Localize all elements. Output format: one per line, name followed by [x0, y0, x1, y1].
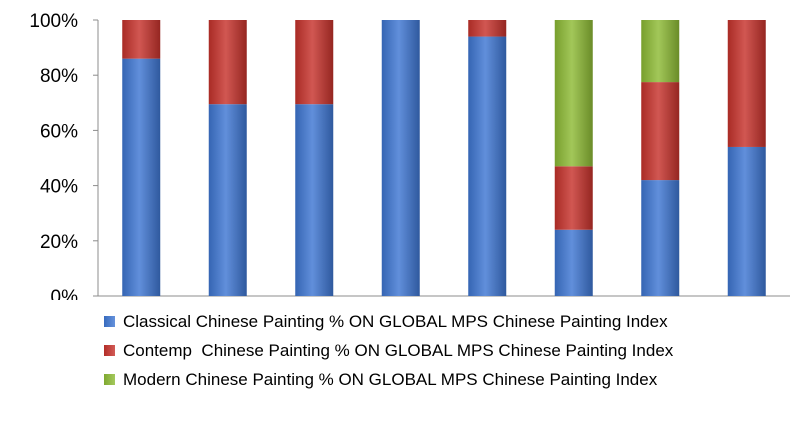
legend-swatch: [104, 345, 115, 356]
bar-segment-2011-s2: [554, 20, 593, 167]
bar-segment-2007-s1: [208, 20, 247, 105]
y-tick-label: 60%: [40, 121, 78, 142]
y-tick-label: 0%: [51, 287, 79, 300]
legend-label: Classical Chinese Painting % ON GLOBAL M…: [123, 311, 668, 331]
bar-segment-2012-s0: [641, 180, 680, 296]
bar-segment-2013E-s0: [727, 146, 766, 296]
legend-label: Contemp Chinese Painting % ON GLOBAL MPS…: [123, 340, 674, 360]
bar-segment-2007-s0: [208, 104, 247, 297]
stacked-bar-chart: 0%20%40%60%80%100%2006200720082009201020…: [29, 11, 790, 300]
legend-item: Classical Chinese Painting % ON GLOBAL M…: [104, 307, 673, 336]
legend-item: Modern Chinese Painting % ON GLOBAL MPS …: [104, 365, 673, 394]
y-tick-label: 80%: [40, 66, 78, 87]
legend: Classical Chinese Painting % ON GLOBAL M…: [104, 307, 673, 394]
bar-segment-2012-s1: [641, 82, 680, 181]
y-tick-label: 100%: [29, 11, 78, 32]
bar-segment-2010-s1: [468, 20, 507, 37]
bar-segment-2013E-s1: [727, 20, 766, 147]
bar-segment-2009-s0: [381, 20, 420, 296]
legend-item: Contemp Chinese Painting % ON GLOBAL MPS…: [104, 336, 673, 365]
bar-segment-2008-s0: [295, 104, 334, 297]
legend-label: Modern Chinese Painting % ON GLOBAL MPS …: [123, 369, 658, 389]
bar-segment-2012-s2: [641, 20, 680, 83]
bar-segment-2011-s0: [554, 229, 593, 296]
y-tick-label: 20%: [40, 232, 78, 253]
bar-segment-2008-s1: [295, 20, 334, 105]
legend-swatch: [104, 374, 115, 385]
legend-swatch: [104, 316, 115, 327]
bar-segment-2011-s1: [554, 166, 593, 230]
bar-segment-2006-s1: [122, 20, 161, 59]
bar-segment-2010-s0: [468, 36, 507, 297]
bar-segment-2006-s0: [122, 58, 161, 296]
y-tick-label: 40%: [40, 177, 78, 198]
